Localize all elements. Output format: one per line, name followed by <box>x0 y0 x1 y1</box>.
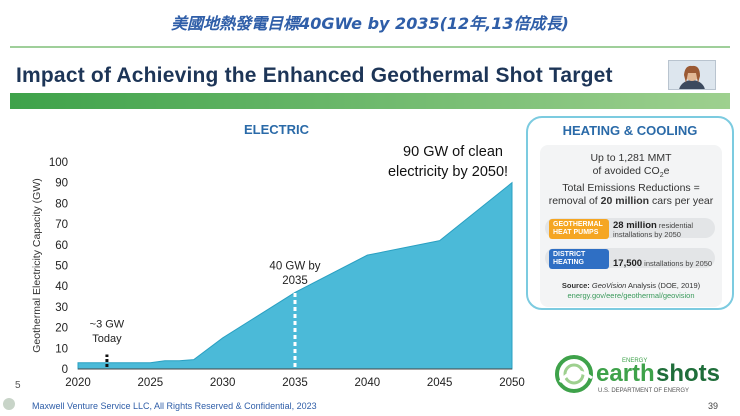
district-heating-number: 17,500 <box>613 258 643 269</box>
y-tick-label: 30 <box>55 302 68 314</box>
y-tick-label: 20 <box>55 323 68 335</box>
logo-shots: shots <box>656 360 720 387</box>
heat-pump-number: 28 million <box>613 220 657 231</box>
annotation-2035: 40 GW by <box>269 261 320 273</box>
y-tick-label: 90 <box>55 178 68 190</box>
x-tick-label: 2025 <box>138 377 164 389</box>
logo-earth: earth <box>596 360 655 387</box>
x-tick-label: 2035 <box>282 377 308 389</box>
co2-subscript: 2 <box>659 172 664 180</box>
source-label: Source: <box>561 281 592 290</box>
mmt-line2-b: e <box>663 165 670 177</box>
earthshots-swirl-icon <box>555 355 593 393</box>
footer-copyright: Maxwell Venture Service LLC, All Rights … <box>32 401 317 411</box>
annotation-2050-line2: electricity by 2050! <box>388 164 508 180</box>
annotation-2050: 90 GW of clean <box>403 144 503 160</box>
y-tick-label: 10 <box>55 343 68 355</box>
reduction-line2-a: removal of <box>548 195 601 207</box>
presenter-video-thumbnail[interactable] <box>668 60 716 90</box>
section-label-electric: ELECTRIC <box>244 122 309 137</box>
logo-energy-label: ENERGY <box>622 358 647 364</box>
annotation-today-line2: Today <box>92 333 122 345</box>
mmt-line1: Up to 1,281 MMT <box>590 152 672 164</box>
footer-logo-icon <box>3 398 15 410</box>
mmt-line2-a: of avoided CO <box>592 165 660 177</box>
y-axis-label: Geothermal Electricity Capacity (GW) <box>31 178 43 352</box>
mmt-line2: of avoided CO2e <box>540 165 722 182</box>
heat-pump-tag: GEOTHERMAL HEAT PUMPS <box>549 219 609 239</box>
presenter-avatar-icon <box>669 61 715 89</box>
source-detail: Analysis (DOE, 2019) <box>626 281 701 290</box>
annotation-today: ~3 GW <box>90 319 125 331</box>
capacity-area <box>77 181 513 370</box>
source-line: Source: GeoVision Analysis (DOE, 2019) <box>540 281 722 291</box>
annotation-2035-line2: 2035 <box>282 275 308 287</box>
heat-pump-text-line2: installations by 2050 <box>613 230 681 239</box>
y-tick-label: 70 <box>55 219 68 231</box>
reduction-line2-bold: 20 million <box>600 195 650 207</box>
x-tick-label: 2020 <box>65 377 91 389</box>
y-tick-label: 40 <box>55 281 68 293</box>
reduction-line1: Total Emissions Reductions = <box>562 182 700 194</box>
heat-pump-stat: 28 million residential installations by … <box>613 219 715 239</box>
y-tick-label: 0 <box>62 364 68 376</box>
logo-department: U.S. DEPARTMENT OF ENERGY <box>598 388 689 394</box>
heat-pump-tag-line1: GEOTHERMAL <box>553 221 603 228</box>
source-name: GeoVision <box>591 281 627 290</box>
x-tick-label: 2030 <box>210 377 236 389</box>
district-heating-tag-line2: HEATING <box>553 259 584 266</box>
source-note: Source: GeoVision Analysis (DOE, 2019) e… <box>540 281 722 301</box>
title-divider <box>10 46 730 48</box>
heat-pump-text: residential <box>656 221 694 230</box>
y-tick-label: 80 <box>55 198 68 210</box>
emission-reduction-text: Total Emissions Reductions = removal of … <box>540 182 722 208</box>
panel-title: HEATING & COOLING <box>562 123 698 138</box>
page-title: 美國地熱發電目標40GWe by 2035(12年,13倍成長) <box>171 14 569 33</box>
district-heating-tag-line1: DISTRICT <box>553 251 586 258</box>
reduction-line2-b: cars per year <box>649 195 714 207</box>
heat-pump-tag-line2: HEAT PUMPS <box>553 229 599 236</box>
avoided-co2-text: Up to 1,281 MMT of avoided CO2e <box>540 152 722 182</box>
source-link[interactable]: energy.gov/eere/geothermal/geovision <box>567 291 695 300</box>
reduction-line2: removal of 20 million cars per year <box>540 195 722 208</box>
district-heating-pill: DISTRICT HEATING 17,500 installations by… <box>545 248 715 271</box>
heat-pump-pill: GEOTHERMAL HEAT PUMPS 28 million residen… <box>545 218 715 239</box>
slide-title: Impact of Achieving the Enhanced Geother… <box>16 64 613 87</box>
y-tick-label: 100 <box>49 157 68 169</box>
y-tick-label: 50 <box>55 261 68 273</box>
y-tick-label: 60 <box>55 240 68 252</box>
district-heating-tag: DISTRICT HEATING <box>549 249 609 269</box>
page-number: 39 <box>708 401 719 411</box>
green-banner <box>10 93 730 109</box>
x-tick-label: 2050 <box>499 377 525 389</box>
x-tick-label: 2045 <box>427 377 453 389</box>
slide-number: 5 <box>15 380 21 391</box>
district-heating-text: installations by 2050 <box>642 259 713 268</box>
x-tick-label: 2040 <box>355 377 381 389</box>
earthshots-logo: ENERGY earth shots U.S. DEPARTMENT OF EN… <box>555 355 720 394</box>
district-heating-stat: 17,500 installations by 2050 <box>613 253 715 271</box>
